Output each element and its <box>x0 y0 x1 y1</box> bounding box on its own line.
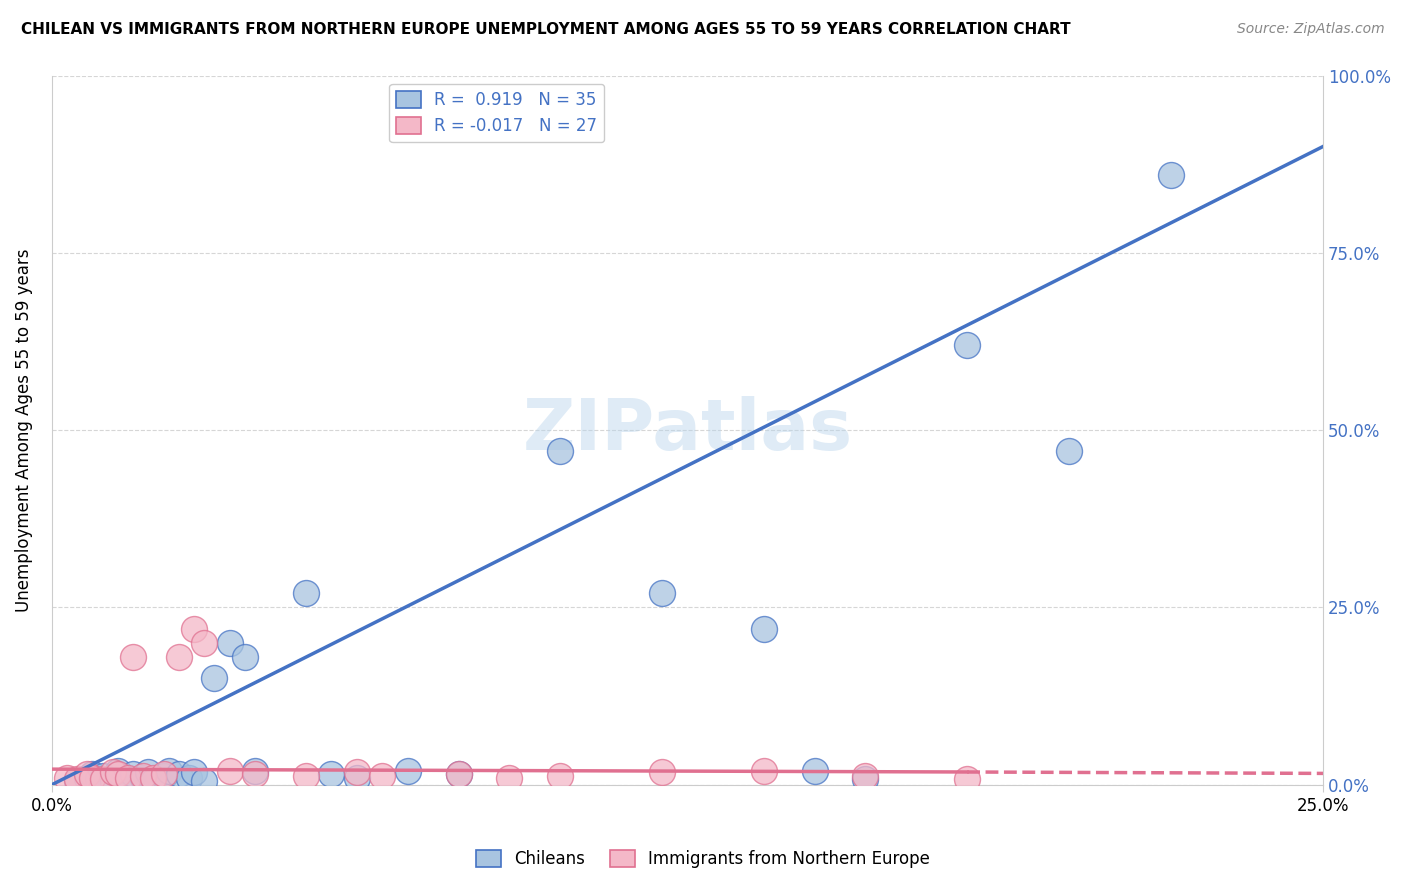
Point <box>91 772 114 786</box>
Point <box>243 767 266 781</box>
Point <box>855 772 877 786</box>
Point <box>177 771 200 785</box>
Point <box>218 764 240 778</box>
Point <box>76 767 98 781</box>
Point <box>346 771 368 785</box>
Point <box>82 767 104 781</box>
Point <box>1160 168 1182 182</box>
Y-axis label: Unemployment Among Ages 55 to 59 years: Unemployment Among Ages 55 to 59 years <box>15 248 32 612</box>
Point <box>651 764 673 779</box>
Point <box>132 771 155 785</box>
Point <box>956 338 979 352</box>
Point <box>117 771 139 785</box>
Point <box>167 650 190 665</box>
Legend: Chileans, Immigrants from Northern Europe: Chileans, Immigrants from Northern Europ… <box>470 843 936 875</box>
Point <box>101 764 124 779</box>
Point <box>142 771 165 785</box>
Point <box>371 769 394 783</box>
Point <box>122 767 145 781</box>
Text: ZIPatlas: ZIPatlas <box>523 396 852 465</box>
Point <box>956 772 979 786</box>
Point <box>193 636 215 650</box>
Point <box>295 586 318 600</box>
Text: CHILEAN VS IMMIGRANTS FROM NORTHERN EUROPE UNEMPLOYMENT AMONG AGES 55 TO 59 YEAR: CHILEAN VS IMMIGRANTS FROM NORTHERN EURO… <box>21 22 1071 37</box>
Point <box>138 764 160 779</box>
Point <box>396 764 419 778</box>
Point <box>167 767 190 781</box>
Point <box>651 586 673 600</box>
Point <box>183 764 205 779</box>
Point <box>550 444 572 458</box>
Point <box>86 772 108 786</box>
Legend: R =  0.919   N = 35, R = -0.017   N = 27: R = 0.919 N = 35, R = -0.017 N = 27 <box>389 84 605 142</box>
Point <box>82 771 104 785</box>
Point <box>498 771 520 785</box>
Point <box>117 772 139 786</box>
Point <box>101 774 124 789</box>
Point <box>550 769 572 783</box>
Point <box>152 767 174 781</box>
Point <box>346 764 368 779</box>
Point <box>107 767 129 781</box>
Point <box>91 769 114 783</box>
Point <box>1057 444 1080 458</box>
Point <box>752 764 775 778</box>
Point <box>447 767 470 781</box>
Point <box>218 636 240 650</box>
Point <box>193 774 215 789</box>
Point <box>321 767 343 781</box>
Point <box>295 769 318 783</box>
Text: Source: ZipAtlas.com: Source: ZipAtlas.com <box>1237 22 1385 37</box>
Point <box>157 764 180 778</box>
Point <box>76 771 98 785</box>
Point <box>122 650 145 665</box>
Point <box>142 774 165 789</box>
Point <box>855 769 877 783</box>
Point <box>243 764 266 778</box>
Point <box>803 764 825 778</box>
Point <box>66 772 89 786</box>
Point <box>183 622 205 636</box>
Point <box>66 774 89 789</box>
Point <box>233 650 256 665</box>
Point <box>132 769 155 783</box>
Point <box>56 771 79 785</box>
Point <box>447 767 470 781</box>
Point <box>152 769 174 783</box>
Point <box>204 672 226 686</box>
Point <box>752 622 775 636</box>
Point <box>107 764 129 778</box>
